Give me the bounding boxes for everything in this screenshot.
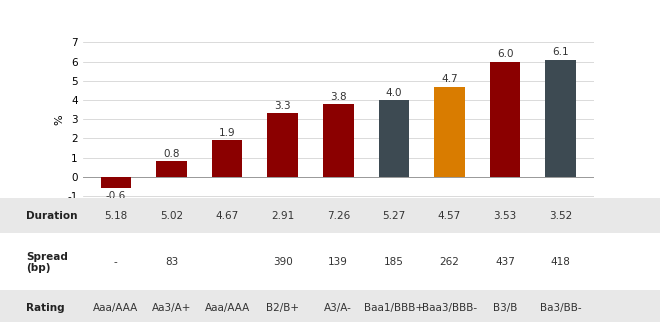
Text: Aa3/A+: Aa3/A+	[152, 303, 191, 313]
Text: 4.7: 4.7	[441, 74, 458, 84]
Bar	[0, 241, 660, 284]
Text: 5.02: 5.02	[160, 211, 183, 221]
Text: B2/B+: B2/B+	[266, 303, 299, 313]
Text: Rating: Rating	[26, 303, 65, 313]
Text: 6.0: 6.0	[497, 49, 513, 59]
Text: 390: 390	[273, 258, 292, 268]
Bar	[267, 113, 298, 177]
Text: -0.6: -0.6	[106, 191, 126, 201]
Text: 4.67: 4.67	[215, 211, 239, 221]
Bar	[212, 140, 242, 177]
Y-axis label: %: %	[55, 114, 65, 125]
Bar	[100, 177, 131, 188]
Text: 418: 418	[550, 258, 571, 268]
Text: B3/B: B3/B	[493, 303, 517, 313]
Bar	[545, 60, 576, 177]
Bar	[0, 198, 660, 233]
Text: 3.52: 3.52	[549, 211, 572, 221]
Text: 3.3: 3.3	[275, 101, 291, 111]
Bar	[379, 100, 409, 177]
Text: Spread
(bp): Spread (bp)	[26, 252, 68, 273]
Text: 7.26: 7.26	[327, 211, 350, 221]
Text: -: -	[114, 258, 117, 268]
Text: 262: 262	[440, 258, 459, 268]
Text: 5.27: 5.27	[382, 211, 405, 221]
Text: 3.53: 3.53	[494, 211, 517, 221]
Bar	[434, 87, 465, 177]
Bar	[156, 161, 187, 177]
Text: 185: 185	[384, 258, 404, 268]
Text: Baa1/BBB+: Baa1/BBB+	[364, 303, 424, 313]
Bar	[323, 104, 354, 177]
Text: 3.8: 3.8	[330, 91, 346, 101]
Text: Aaa/AAA: Aaa/AAA	[205, 303, 249, 313]
Bar	[490, 62, 520, 177]
Text: Ba3/BB-: Ba3/BB-	[540, 303, 581, 313]
Text: 4.57: 4.57	[438, 211, 461, 221]
Text: 6.1: 6.1	[552, 47, 569, 57]
Text: 83: 83	[165, 258, 178, 268]
Text: Aaa/AAA: Aaa/AAA	[93, 303, 139, 313]
Text: 437: 437	[495, 258, 515, 268]
Text: 1.9: 1.9	[218, 128, 236, 138]
Text: Baa3/BBB-: Baa3/BBB-	[422, 303, 477, 313]
Bar	[0, 290, 660, 322]
Text: A3/A-: A3/A-	[324, 303, 352, 313]
Text: 139: 139	[328, 258, 348, 268]
Text: 4.0: 4.0	[385, 88, 402, 98]
Text: Duration: Duration	[26, 211, 78, 221]
Text: 2.91: 2.91	[271, 211, 294, 221]
Text: 0.8: 0.8	[163, 149, 180, 159]
Text: 5.18: 5.18	[104, 211, 127, 221]
